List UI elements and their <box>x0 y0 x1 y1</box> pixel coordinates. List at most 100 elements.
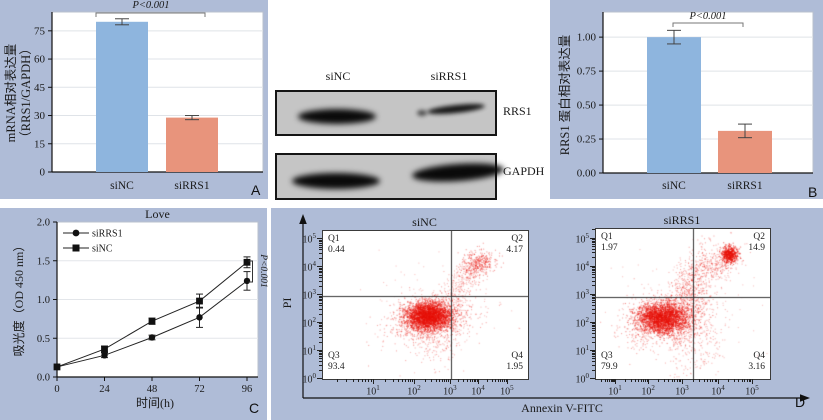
y-minor-tick <box>592 244 595 246</box>
y-minor-tick <box>319 249 322 251</box>
y-minor-tick <box>319 351 322 353</box>
x-tick-label: 48 <box>147 384 158 395</box>
x-minor-tick <box>431 379 433 382</box>
y-minor-tick <box>592 313 595 315</box>
x-minor-tick <box>365 379 367 382</box>
x-minor-tick <box>744 379 746 382</box>
y-minor-tick <box>319 352 322 354</box>
y-minor-tick <box>319 241 322 243</box>
x-minor-tick <box>710 379 712 382</box>
panel-c-growth-line-chart: Love 吸光度（OD 450 nm） 0.0 0.5 1.0 1.5 2.0 0 24 48… <box>0 207 268 420</box>
legend-label: siNC <box>92 244 113 255</box>
y-minor-tick <box>319 277 322 279</box>
quadrant-label-q4: Q4 3.16 <box>748 351 765 372</box>
x-minor-tick <box>441 379 443 382</box>
y-minor-tick <box>319 246 322 248</box>
x-minor-tick <box>463 379 465 382</box>
y-tick-label: 60 <box>34 54 46 66</box>
x-tick <box>373 379 375 384</box>
y-minor-tick <box>592 358 595 360</box>
y-minor-tick <box>592 267 595 269</box>
y-tick <box>590 349 595 351</box>
y-tick-label: 0.5 <box>37 334 50 345</box>
x-minor-tick <box>412 379 414 382</box>
y-minor-tick <box>319 369 322 371</box>
x-tick <box>478 379 479 384</box>
x-minor-tick <box>658 379 660 382</box>
y-minor-tick <box>592 239 595 241</box>
x-tick-label: 101 <box>608 384 622 398</box>
y-tick-label: 100 <box>302 372 317 386</box>
x-minor-tick <box>397 379 399 382</box>
x-minor-tick <box>707 379 709 382</box>
quadrant-label-q4: Q4 1.95 <box>506 351 523 372</box>
x-minor-tick <box>703 379 705 382</box>
y-minor-tick <box>319 358 322 360</box>
y-minor-tick <box>592 252 595 254</box>
x-tick <box>615 379 616 384</box>
y-tick-label: 0.00 <box>577 168 597 180</box>
y-minor-tick <box>319 274 322 276</box>
y-tick <box>590 293 595 295</box>
x-minor-tick <box>486 379 488 382</box>
y-tick-label: 0.50 <box>577 100 597 112</box>
y-tick <box>590 265 595 267</box>
y-tick <box>317 238 322 240</box>
blot-strip-rrs1 <box>275 90 497 136</box>
y-minor-tick <box>319 239 322 241</box>
x-minor-tick <box>498 379 500 382</box>
x-minor-tick <box>610 379 612 382</box>
western-blot-panel: siNC siRRS1 RRS1 GAPDH <box>272 0 546 205</box>
x-minor-tick <box>424 379 426 382</box>
quadrant-label-q2: Q2 14.9 <box>748 232 765 253</box>
x-minor-tick <box>734 379 736 382</box>
y-minor-tick <box>592 308 595 310</box>
y-tick-label: 102 <box>575 315 590 330</box>
y-minor-tick <box>592 364 595 366</box>
y-tick-label: 105 <box>575 231 590 246</box>
x-minor-tick <box>435 379 437 382</box>
y-minor-tick <box>319 242 322 244</box>
y-minor-tick <box>592 328 595 330</box>
x-minor-tick <box>439 379 441 382</box>
x-minor-tick <box>642 379 644 382</box>
legend-marker-square <box>72 244 80 252</box>
y-minor-tick <box>319 341 322 343</box>
y-minor-tick <box>319 270 322 272</box>
panel-a-mrna-bar-chart: mRNA相对表达量 （RRS1/GAPDH） 0 15 30 45 60 75 siNC si… <box>0 0 268 199</box>
x-minor-tick <box>668 379 670 382</box>
x-minor-tick <box>385 379 387 382</box>
quadrant-label-q2: Q2 4.17 <box>506 234 523 255</box>
x-minor-tick <box>361 379 363 382</box>
x-minor-tick <box>475 379 477 382</box>
y-tick <box>590 237 595 239</box>
x-minor-tick <box>604 379 606 382</box>
x-minor-tick <box>640 379 642 382</box>
y-tick-label: 105 <box>302 232 317 246</box>
x-minor-tick <box>448 379 450 382</box>
marker-square <box>148 317 156 325</box>
x-minor-tick <box>699 379 701 382</box>
y-tick-label: 0.0 <box>37 373 50 384</box>
x-minor-tick <box>613 379 615 382</box>
y-tick-label: 1.0 <box>37 295 50 306</box>
x-minor-tick <box>392 379 394 382</box>
y-tick <box>317 378 322 379</box>
quadrant-label-q1: Q1 0.44 <box>328 234 345 255</box>
y-minor-tick <box>592 300 595 302</box>
blot-row-label-gapdh: GAPDH <box>503 164 545 178</box>
x-minor-tick <box>346 379 348 382</box>
flow-scatter-canvas <box>323 231 528 379</box>
marker-circle <box>148 334 156 341</box>
y-tick-label: 102 <box>302 316 317 330</box>
quadrant-label-q1: Q1 1.97 <box>601 232 618 253</box>
y-minor-tick <box>319 244 322 246</box>
y-minor-tick <box>592 285 595 287</box>
blot-band-gapdh-sinc <box>292 173 380 189</box>
y-minor-tick <box>592 336 595 338</box>
y-minor-tick <box>592 351 595 353</box>
blot-band-rrs1-sirrs1-faint <box>417 110 427 116</box>
x-minor-tick <box>608 379 610 382</box>
panel-d-letter: D <box>795 394 806 410</box>
panel-a-letter: A <box>251 182 261 198</box>
